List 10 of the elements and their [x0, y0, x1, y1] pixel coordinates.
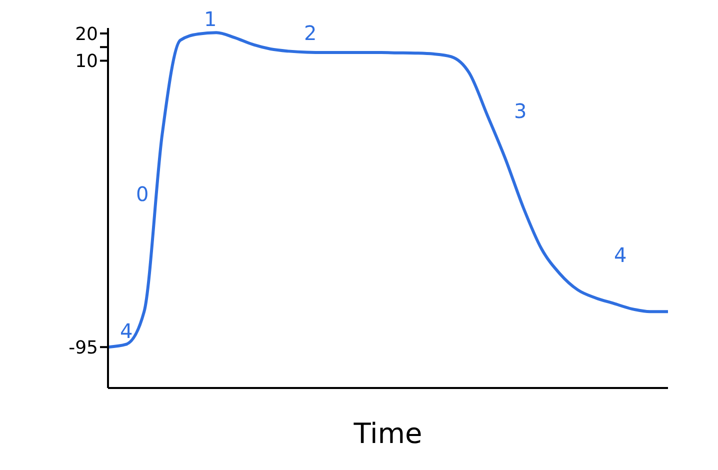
annotation: 3: [514, 99, 527, 123]
y-tick-label: 10: [75, 51, 98, 72]
annotation: 0: [136, 182, 149, 206]
annotation: 4: [614, 243, 627, 267]
y-tick-label: 20: [75, 24, 98, 45]
annotation: 4: [120, 319, 133, 343]
x-axis-title: Time: [352, 417, 422, 450]
y-tick-label: -95: [68, 337, 98, 358]
annotation: 2: [304, 21, 317, 45]
annotation: 1: [204, 7, 217, 31]
